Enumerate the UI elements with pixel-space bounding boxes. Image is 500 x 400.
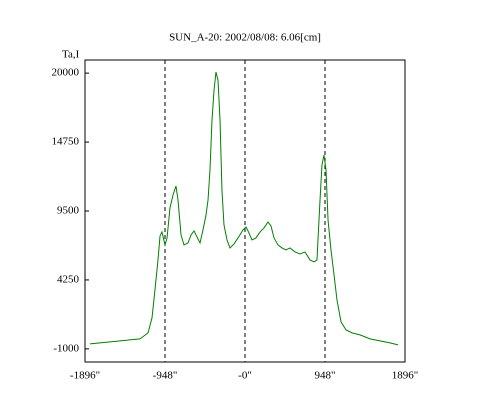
x-tick-label: 1896" <box>392 370 419 382</box>
x-tick-label: 948" <box>315 370 336 382</box>
y-tick-label: 14750 <box>52 136 80 148</box>
y-tick-label: 20000 <box>52 67 80 79</box>
chart-title: SUN_A-20: 2002/08/08: 6.06[cm] <box>169 32 321 44</box>
y-axis-label: Ta,I <box>62 49 80 61</box>
x-tick-label: -1896" <box>70 370 100 382</box>
x-tick-label: -948" <box>153 370 178 382</box>
y-tick-label: -1000 <box>53 342 79 354</box>
x-tick-label: -0" <box>238 370 252 382</box>
y-tick-label: 4250 <box>57 273 80 285</box>
data-line <box>89 71 399 346</box>
y-tick-label: 9500 <box>57 205 80 217</box>
